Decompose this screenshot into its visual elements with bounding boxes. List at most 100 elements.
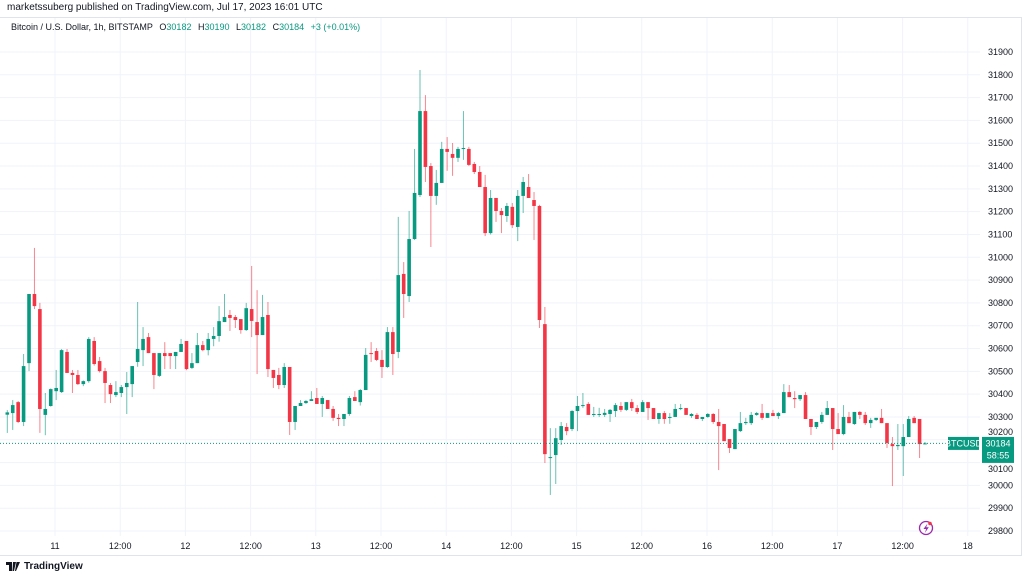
candle [59,348,64,393]
candle-body [782,392,786,414]
candle [841,405,846,436]
price-tick-label: 31900 [988,47,1013,57]
candle-body [841,416,846,435]
candle-body [135,348,140,362]
candle [54,369,58,401]
candle-body [803,395,808,420]
candle [700,416,705,422]
candle-body [879,417,884,424]
lightning-icon[interactable] [918,520,934,536]
candle [716,408,721,471]
candle-body [195,345,200,364]
candle [114,381,118,398]
candle [782,384,786,414]
candle-body [787,392,792,398]
candle-body [5,412,10,415]
time-tick-label: 12:00 [761,541,784,551]
candle-body [852,411,857,425]
candle-body [119,387,124,393]
candle [27,294,31,372]
candle [472,161,477,175]
candle [103,367,107,404]
candle-body [434,182,439,196]
candle [391,327,395,375]
candle [374,348,379,362]
time-tick-label: 13 [311,541,321,551]
candle-body [923,443,927,445]
candle [695,413,699,420]
candle [923,442,927,445]
time-tick-label: 12:00 [239,541,262,551]
grid [0,18,980,536]
time-tick-label: 12 [180,541,190,551]
candle-body [233,317,238,321]
candle [287,366,292,435]
candle-body [10,405,15,414]
candle-body [353,397,357,401]
candle-body [114,392,118,396]
time-tick-label: 12:00 [370,541,393,551]
candle-body [673,408,678,417]
candle-body [331,408,335,418]
candle-body [244,308,249,331]
candle-body [901,437,906,447]
candle-body [92,340,96,365]
candle-body [222,317,227,323]
candle [282,363,287,388]
candle [483,174,487,237]
publisher-line: marketssuberg published on TradingView.c… [7,2,323,13]
candle [803,392,808,420]
candle [396,216,401,359]
candle-body [678,408,683,410]
candle [901,424,906,477]
symbol-description[interactable]: Bitcoin / U.S. Dollar, 1h, BITSTAMP [11,22,153,32]
candle [5,410,10,433]
candle-body [657,413,661,420]
candle [885,423,889,448]
candle [657,413,661,424]
candle [200,340,205,352]
candle-body [380,359,384,367]
price-tick-label: 30500 [988,366,1013,376]
candle [543,307,547,464]
candle-body [287,366,292,422]
candle [456,146,460,162]
candle [640,400,645,412]
candle [586,402,591,415]
candle-body [38,309,42,409]
open-value: O30182 [159,22,192,32]
candle [76,369,80,386]
candle [222,294,227,323]
candle [608,408,612,422]
candle-body [564,426,569,432]
candle-body [537,205,542,321]
candle [852,411,857,425]
candle-body [505,205,509,216]
candle-body [401,273,406,295]
candle-body [108,385,113,395]
time-tick-label: 15 [572,541,582,551]
candle [228,309,232,331]
candle [124,372,129,414]
candle [787,385,792,398]
candle-body [472,163,477,172]
candle [858,411,862,420]
candle-body [825,408,830,415]
symbol-legend: Bitcoin / U.S. Dollar, 1h, BITSTAMP O301… [11,22,364,32]
candle [705,413,710,418]
tradingview-logo[interactable]: TradingView [6,561,83,572]
candle [722,424,726,442]
candle [277,367,281,390]
candle-body [885,423,889,443]
candle-body [255,322,259,336]
candle-body [830,408,835,430]
candle [418,70,422,198]
price-tick-label: 31400 [988,161,1013,171]
candle-body [499,210,504,216]
candle [619,402,623,412]
symbol-tag: BTCUSD [945,436,982,450]
candle-body [385,332,390,367]
candle-body [836,429,840,435]
candle-body [553,438,558,456]
